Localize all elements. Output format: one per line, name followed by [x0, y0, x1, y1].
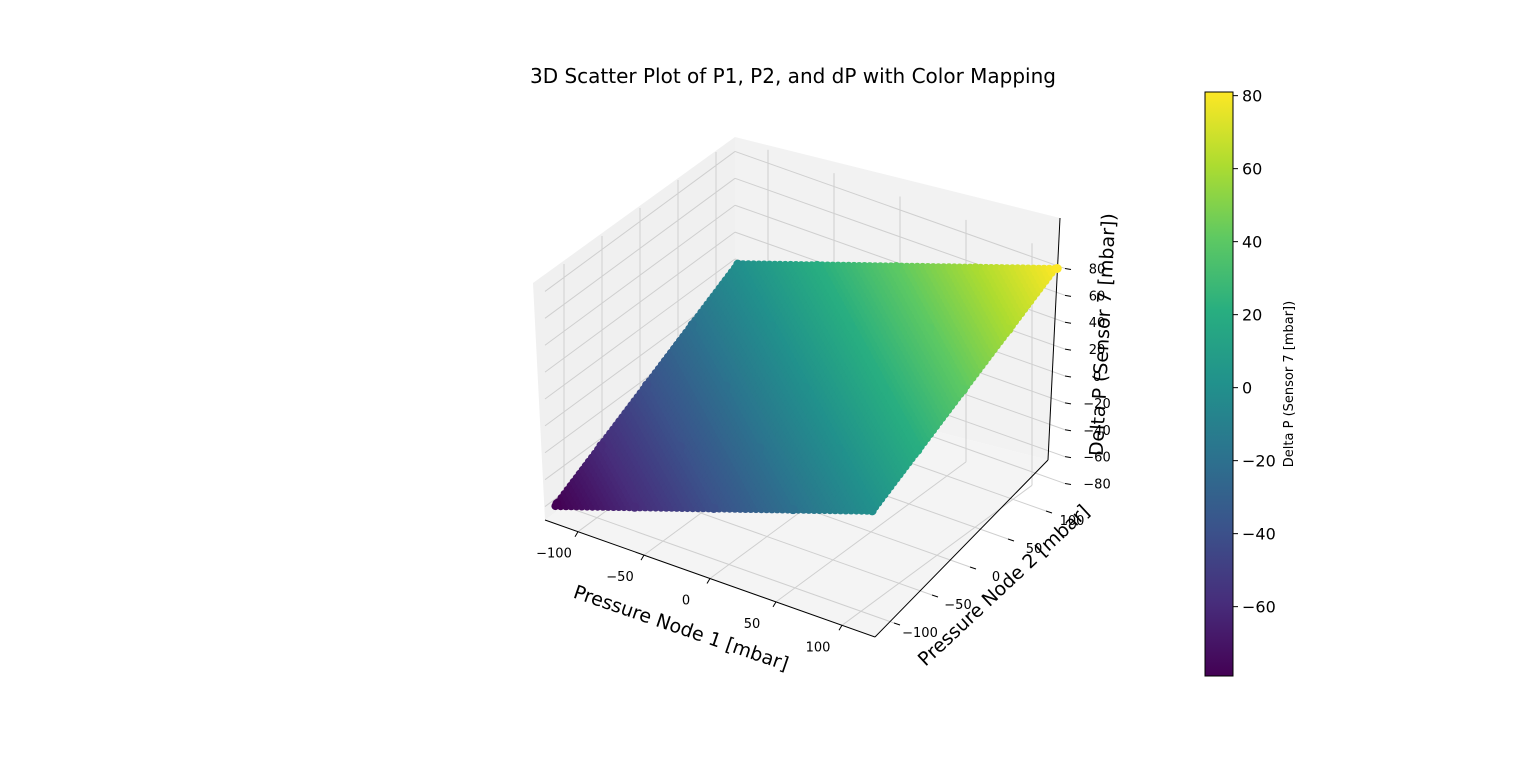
colorbar-tick-label: 0	[1242, 379, 1252, 398]
x-tick-label: 100	[806, 640, 831, 655]
scatter-point	[925, 323, 935, 333]
z-tick-label: 80	[1089, 262, 1106, 277]
x-tick-label: −50	[606, 570, 633, 585]
scatter-point	[766, 321, 776, 331]
z-tick-label: −20	[1083, 397, 1110, 412]
scatter-point	[800, 383, 810, 392]
x-tick-mark	[640, 554, 645, 561]
z-tick-label: 60	[1089, 289, 1106, 304]
z-axis-ticks: −80 −60 −40 −20 0 20 40 60 80	[1064, 262, 1111, 493]
z-tick-label: −60	[1083, 451, 1110, 466]
scatter-point	[552, 499, 562, 509]
scatter-point	[812, 260, 822, 270]
grid-line-z	[544, 151, 736, 292]
z-tick-mark	[1064, 375, 1072, 378]
scatter-point	[788, 505, 798, 515]
grid-line-z	[544, 258, 736, 400]
scatter-point	[970, 263, 980, 273]
x-tick-label: −100	[536, 547, 572, 562]
colorbar-tick-label: −60	[1242, 598, 1276, 617]
x-tick-mark	[838, 625, 843, 631]
z-tick-mark	[1064, 294, 1072, 297]
y-tick-label: 100	[1060, 514, 1085, 529]
y-tick-mark	[893, 622, 901, 626]
x-axis-ticks: −100 −50 0 50 100	[536, 531, 843, 655]
scatter-point	[913, 445, 923, 455]
scatter-point	[709, 503, 719, 513]
scatter-point	[642, 380, 652, 390]
y-tick-label: −50	[944, 598, 971, 613]
colorbar-tick-label: −40	[1242, 525, 1276, 544]
x-tick-label: 50	[744, 617, 761, 632]
y-tick-mark	[1007, 538, 1015, 542]
scatter-point	[867, 506, 877, 516]
colorbar-tick-label: −20	[1242, 452, 1276, 471]
y-tick-label: 50	[1026, 542, 1043, 557]
z-tick-mark	[1064, 267, 1072, 270]
scatter-point	[1052, 263, 1062, 273]
scatter-point	[879, 384, 889, 394]
scatter-point	[721, 381, 731, 391]
colorbar	[1204, 91, 1234, 677]
scatter-point	[596, 441, 606, 451]
scatter-point	[958, 385, 968, 395]
colorbar-ticks: −60 −40 −20 0 20 40 60 80	[1233, 87, 1276, 617]
chart-title: 3D Scatter Plot of P1, P2, and dP with C…	[530, 64, 1056, 88]
scatter-point	[754, 443, 764, 453]
z-tick-mark	[1064, 483, 1072, 486]
z-tick-mark	[1064, 348, 1072, 351]
grid-line-y	[563, 505, 895, 624]
y-axis-ticks: −100 −50 0 50 100	[893, 510, 1085, 641]
colorbar-tick-label: 60	[1242, 160, 1262, 179]
x-tick-mark	[574, 531, 579, 537]
scatter-point	[630, 502, 640, 512]
z-tick-mark	[1064, 321, 1072, 324]
scatter-point	[733, 259, 743, 269]
y-axis-line	[874, 459, 1049, 638]
z-tick-label: 0	[1093, 370, 1101, 385]
scatter-point	[891, 262, 901, 272]
grid-line-z	[544, 177, 736, 319]
z-axis-line	[1047, 217, 1061, 461]
scatter-point	[1004, 324, 1014, 334]
z-tick-label: −40	[1083, 424, 1110, 439]
z-tick-label: −80	[1083, 478, 1110, 493]
y-tick-label: −100	[902, 626, 938, 641]
colorbar-tick-label: 40	[1242, 233, 1262, 252]
scatter-point	[675, 442, 685, 452]
scatter-point	[687, 320, 697, 330]
y-tick-label: 0	[992, 570, 1000, 585]
scatter-point	[846, 322, 856, 332]
colorbar-tick-label: 20	[1242, 306, 1262, 325]
y-tick-mark	[931, 594, 939, 598]
z-axis-label: Delta P (Sensor 7 [mbar])	[1086, 213, 1121, 457]
y-tick-mark	[969, 566, 977, 570]
x-tick-label: 0	[682, 594, 690, 609]
z-tick-label: 20	[1089, 343, 1106, 358]
x-tick-mark	[772, 601, 777, 608]
z-tick-mark	[1064, 429, 1072, 432]
colorbar-label: Delta P (Sensor 7 [mbar])	[1282, 301, 1297, 467]
y-tick-mark	[1045, 510, 1053, 514]
grid-line-z	[544, 204, 736, 346]
x-tick-mark	[706, 578, 711, 584]
colorbar-tick-label: 80	[1242, 87, 1262, 106]
scatter-points	[551, 259, 1062, 516]
grid-line-z	[734, 150, 1066, 269]
z-tick-label: 40	[1089, 316, 1106, 331]
z-tick-mark	[1064, 456, 1072, 459]
scatter-point	[834, 444, 844, 454]
grid-line-z	[544, 231, 736, 373]
z-tick-mark	[1064, 402, 1072, 405]
